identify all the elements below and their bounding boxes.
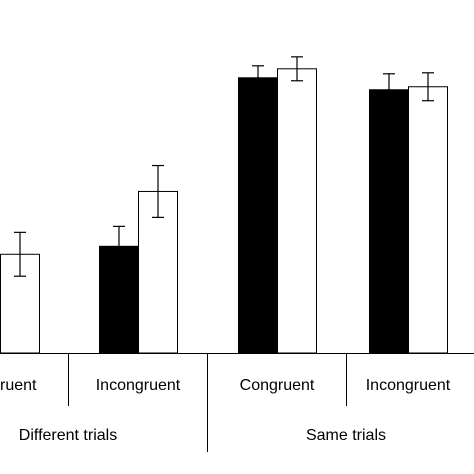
- bar-series1-cat3: [238, 77, 278, 354]
- bar-series2-cat4: [408, 86, 448, 354]
- error-bar-series1-cat3: [252, 65, 264, 91]
- error-bar-series2-cat4: [422, 72, 434, 102]
- error-bar-series2-cat1: [14, 231, 26, 277]
- tick-label-same-congruent: Congruent: [240, 377, 315, 394]
- error-bar-series2-cat2: [152, 164, 164, 218]
- tick-label-different-congruent: ruent: [0, 377, 37, 394]
- error-bar-series1-cat2: [113, 225, 125, 267]
- group-label-same-trials: Same trials: [306, 427, 386, 444]
- error-bar-series2-cat3: [291, 56, 303, 82]
- error-bars-layer: [14, 56, 434, 277]
- tick-label-same-incongruent: Incongruent: [366, 377, 451, 394]
- bars-layer: [0, 68, 448, 354]
- bar-series1-cat4: [369, 89, 409, 354]
- axes-layer: [0, 353, 474, 452]
- group-label-different-trials: Different trials: [19, 427, 117, 444]
- tick-label-different-incongruent: Incongruent: [96, 377, 181, 394]
- error-bar-series1-cat4: [383, 73, 395, 107]
- bar-series2-cat3: [277, 68, 317, 354]
- labels-layer: ruent Incongruent Congruent Incongruent …: [0, 377, 451, 444]
